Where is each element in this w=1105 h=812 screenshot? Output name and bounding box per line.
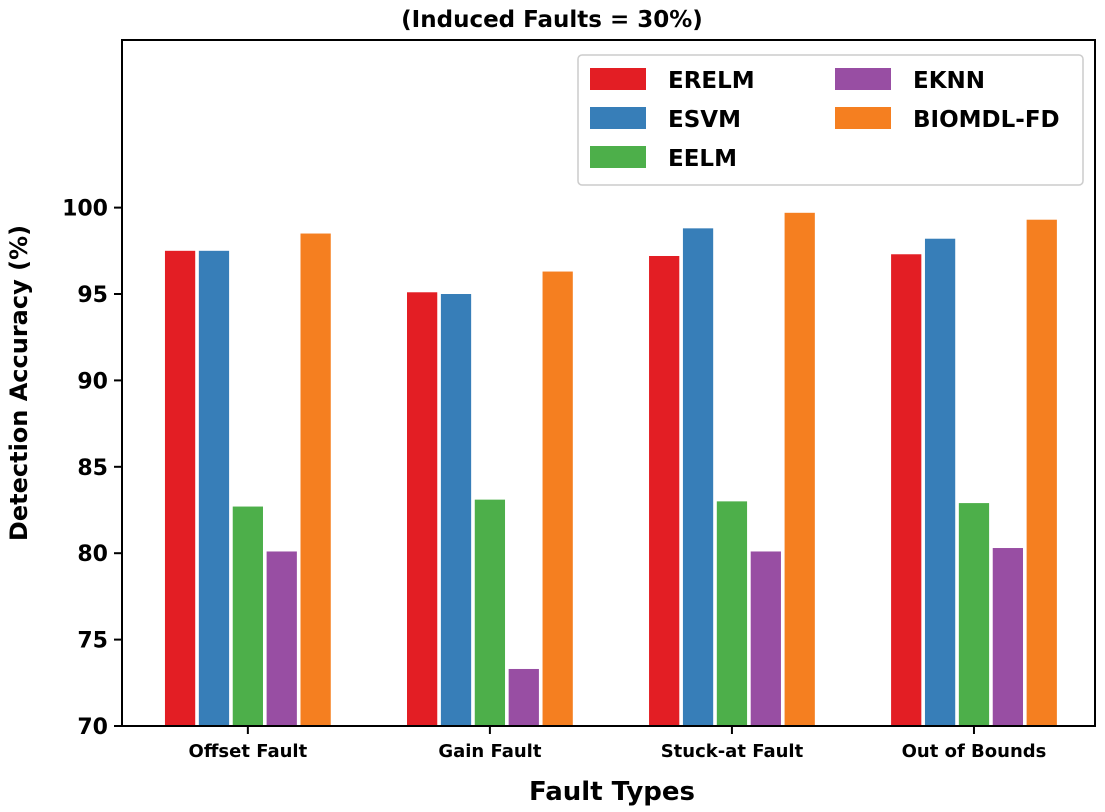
bar-esvm-2	[682, 228, 714, 727]
legend-label: EKNN	[913, 68, 985, 94]
y-axis: 70 75 80 85 90 95 100	[62, 197, 122, 740]
legend-label: ESVM	[668, 107, 741, 133]
y-tick-label: 75	[77, 629, 108, 654]
x-tick-label: Offset Fault	[189, 741, 308, 762]
bar-esvm-0	[198, 250, 230, 726]
y-tick-label: 70	[77, 715, 108, 740]
x-tick-label: Stuck-at Fault	[661, 741, 804, 762]
legend-swatch-eknn	[835, 68, 891, 90]
y-axis-label: Detection Accuracy (%)	[5, 225, 33, 541]
legend-label: ERELM	[668, 68, 755, 94]
bars	[164, 212, 1057, 727]
legend-swatch-biomdl-fd	[835, 107, 891, 129]
bar-eelm-1	[474, 499, 506, 726]
y-tick-label: 90	[77, 369, 108, 394]
bar-erelm-0	[164, 250, 196, 726]
bar-eknn-3	[992, 548, 1023, 726]
bar-esvm-1	[440, 294, 472, 726]
legend-label: BIOMDL-FD	[913, 107, 1060, 133]
x-tick-label: Out of Bounds	[902, 741, 1047, 762]
bar-biomdl-fd-2	[784, 212, 815, 727]
x-axis-label: Fault Types	[529, 777, 695, 807]
bar-erelm-2	[649, 255, 680, 726]
bar-biomdl-fd-3	[1026, 219, 1057, 726]
y-tick-label: 80	[77, 542, 108, 567]
bar-erelm-3	[891, 254, 922, 726]
y-tick-label: 85	[77, 456, 108, 481]
bar-eelm-0	[232, 506, 263, 726]
bar-eknn-0	[266, 551, 297, 726]
plot-frame	[121, 39, 1096, 727]
legend-box	[577, 54, 1084, 186]
bar-eelm-3	[958, 503, 990, 726]
y-tick-label: 95	[77, 283, 108, 308]
bar-esvm-3	[924, 238, 956, 726]
bar-biomdl-fd-0	[300, 233, 331, 726]
legend: ERELM ESVM EELM EKNN BIOMDL-FD	[577, 54, 1084, 186]
x-tick-label: Gain Fault	[438, 741, 542, 762]
bar-erelm-1	[407, 292, 438, 726]
legend-swatch-esvm	[590, 107, 646, 129]
bar-eknn-2	[750, 551, 781, 726]
legend-label: EELM	[668, 146, 737, 172]
chart-title: (Induced Faults = 30%)	[401, 7, 703, 33]
legend-swatch-eelm	[590, 146, 646, 168]
bar-eknn-1	[508, 668, 539, 726]
bar-biomdl-fd-1	[542, 271, 573, 726]
legend-swatch-erelm	[590, 68, 646, 90]
bar-eelm-2	[716, 501, 748, 726]
x-axis: Offset Fault Gain Fault Stuck-at Fault Out …	[189, 726, 1047, 762]
y-tick-label: 100	[62, 197, 108, 222]
